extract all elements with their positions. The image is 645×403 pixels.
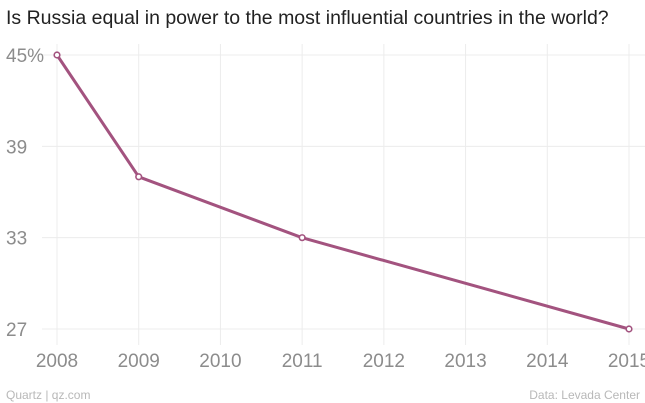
data-point-2015: [625, 325, 633, 333]
x-tick-label-2008: 2008: [36, 351, 78, 372]
series-line-0: [55, 53, 631, 331]
x-tick-label-2009: 2009: [118, 351, 160, 372]
y-tick-label-0: 45%: [6, 46, 44, 67]
footer-data-source: Data: Levada Center: [529, 388, 640, 402]
data-point-2008: [53, 51, 61, 59]
y-tick-label-1: 39: [6, 137, 27, 158]
y-tick-label-3: 27: [6, 320, 27, 341]
x-tick-label-2014: 2014: [526, 351, 569, 372]
x-axis-tick-labels: 2008 2009 2010 2011 2012 2013 2014 2015: [36, 351, 645, 372]
y-axis-tick-labels: 45% 39 33 27: [6, 46, 44, 341]
y-gridlines: [42, 54, 645, 330]
x-gridlines: [56, 44, 630, 345]
series-group: [53, 51, 633, 333]
data-point-2011: [298, 234, 306, 242]
y-tick-label-2: 33: [6, 229, 27, 250]
x-tick-label-2011: 2011: [282, 351, 323, 372]
x-tick-label-2013: 2013: [444, 351, 486, 372]
x-tick-label-2015: 2015: [608, 351, 645, 372]
footer-credit: Quartz | qz.com: [6, 388, 91, 402]
x-tick-label-2012: 2012: [363, 351, 405, 372]
chart-title: Is Russia equal in power to the most inf…: [6, 7, 609, 29]
data-point-2009: [135, 173, 143, 181]
x-tick-label-2010: 2010: [199, 351, 241, 372]
